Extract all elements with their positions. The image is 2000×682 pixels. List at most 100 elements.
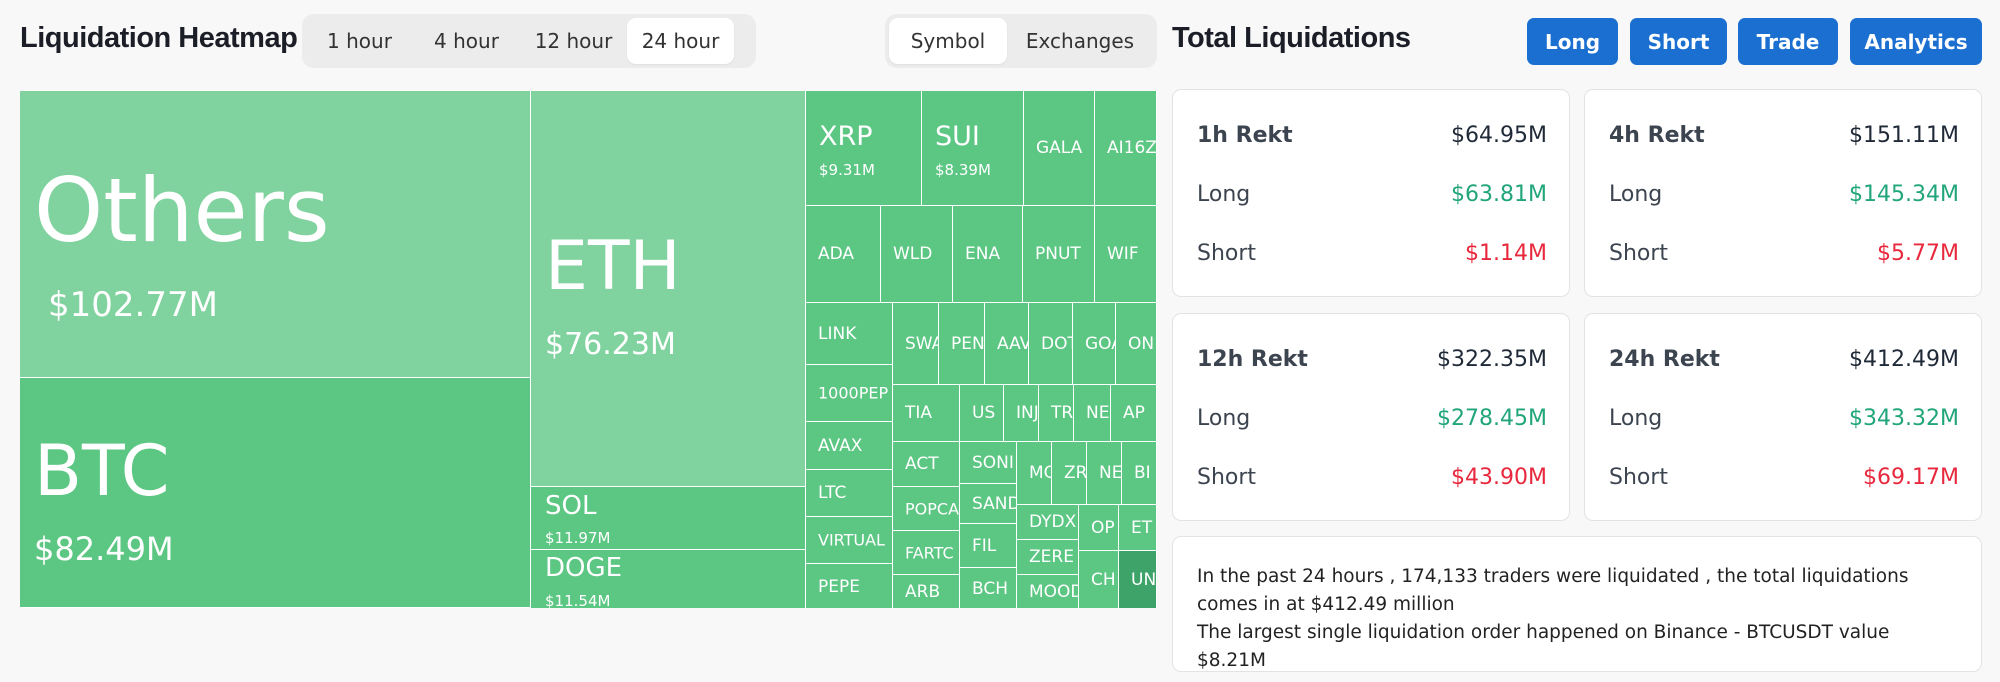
tile-symbol: ETH xyxy=(545,227,681,306)
tile-apt[interactable]: AP xyxy=(1111,385,1157,442)
summary-line-1: In the past 24 hours , 174,133 traders w… xyxy=(1197,566,1909,615)
tile-ada[interactable]: ADA xyxy=(806,206,881,303)
tab-24-hour[interactable]: 24 hour xyxy=(627,18,734,64)
tile-virtual[interactable]: VIRTUAL xyxy=(806,517,893,564)
tile-tia[interactable]: TIA xyxy=(893,385,960,442)
tile-op[interactable]: OP xyxy=(1079,505,1119,551)
card-total: $64.95M xyxy=(1451,123,1547,148)
tile-value: $11.97M xyxy=(545,529,611,547)
card-24h-rekt: 24h Rekt $412.49M Long $343.32M Short $6… xyxy=(1584,313,1982,521)
long-button[interactable]: Long xyxy=(1527,18,1618,65)
summary-line-2: The largest single liquidation order hap… xyxy=(1197,622,1890,671)
tile-symbol: SUI xyxy=(935,121,980,152)
tile-symbol: NE xyxy=(1086,403,1110,423)
tile-sand[interactable]: SAND xyxy=(960,484,1017,524)
card-label: 12h Rekt xyxy=(1197,347,1308,372)
tile-mood[interactable]: MOOD xyxy=(1017,575,1079,608)
tab-12-hour[interactable]: 12 hour xyxy=(534,29,613,53)
tile-ne[interactable]: NE xyxy=(1087,442,1122,505)
tile-symbol: GALA xyxy=(1036,138,1083,158)
tile-fartcoin[interactable]: FARTC xyxy=(893,531,960,575)
tile-zr[interactable]: ZR xyxy=(1052,442,1087,505)
tile-arb[interactable]: ARB xyxy=(893,575,960,608)
card-label: 4h Rekt xyxy=(1609,123,1705,148)
tile-symbol: PNUT xyxy=(1035,244,1081,264)
tile-near[interactable]: NE xyxy=(1074,385,1111,442)
tile-sol[interactable]: SOL $11.97M xyxy=(531,487,806,550)
tile-symbol: ON xyxy=(1128,333,1155,354)
tile-un[interactable]: UN xyxy=(1119,551,1157,608)
tile-others[interactable]: Others $102.77M xyxy=(20,91,531,378)
tile-symbol: ARB xyxy=(905,582,941,602)
tile-act[interactable]: ACT xyxy=(893,442,960,487)
tile-symbol: NE xyxy=(1099,463,1122,483)
tile-swa[interactable]: SWA xyxy=(893,303,939,385)
tile-on[interactable]: ON xyxy=(1116,303,1157,385)
tile-symbol: BCH xyxy=(972,578,1009,599)
tile-dot[interactable]: DOT xyxy=(1029,303,1073,385)
tile-btc[interactable]: BTC $82.49M xyxy=(20,378,531,608)
tile-1000pepe[interactable]: 1000PEP xyxy=(806,365,893,422)
tile-wld[interactable]: WLD xyxy=(881,206,953,303)
tile-ltc[interactable]: LTC xyxy=(806,470,893,517)
tab-4-hour[interactable]: 4 hour xyxy=(434,29,499,53)
tile-soni[interactable]: SONI xyxy=(960,442,1017,484)
view-selector: Symbol Exchanges xyxy=(885,14,1157,68)
tile-sui[interactable]: SUI $8.39M xyxy=(922,91,1024,206)
tile-pen[interactable]: PEN xyxy=(939,303,985,385)
tile-link[interactable]: LINK xyxy=(806,303,893,365)
tile-symbol: SOL xyxy=(545,491,597,521)
analytics-button[interactable]: Analytics xyxy=(1850,18,1982,65)
tile-value: $102.77M xyxy=(48,285,218,325)
tile-dydx[interactable]: DYDX xyxy=(1017,505,1079,540)
tile-symbol: BTC xyxy=(34,430,170,512)
tile-wif[interactable]: WIF xyxy=(1095,206,1157,303)
tile-xrp[interactable]: XRP $9.31M xyxy=(806,91,922,206)
tile-symbol: ADA xyxy=(818,244,855,264)
tile-symbol: AVAX xyxy=(818,435,863,456)
short-label: Short xyxy=(1609,241,1669,266)
tile-symbol: MOOD xyxy=(1029,582,1079,602)
trade-button[interactable]: Trade xyxy=(1738,18,1838,65)
tile-trx[interactable]: TR xyxy=(1039,385,1074,442)
tile-zerebro[interactable]: ZERE xyxy=(1017,540,1079,575)
tile-symbol: UN xyxy=(1131,570,1157,590)
tile-mo[interactable]: MO xyxy=(1017,442,1052,505)
tile-aav[interactable]: AAV xyxy=(985,303,1029,385)
tile-popcat[interactable]: POPCA xyxy=(893,487,960,531)
tile-symbol: Others xyxy=(34,159,330,262)
heatmap-title: Liquidation Heatmap xyxy=(20,22,298,54)
tile-ch[interactable]: CH xyxy=(1079,551,1119,608)
tile-fil[interactable]: FIL xyxy=(960,524,1017,568)
tile-doge[interactable]: DOGE $11.54M xyxy=(531,550,806,608)
tab-symbol[interactable]: Symbol xyxy=(889,18,1007,64)
tile-eth[interactable]: ETH $76.23M xyxy=(531,91,806,487)
tile-symbol: ACT xyxy=(905,454,939,474)
tile-symbol: WIF xyxy=(1107,244,1139,264)
tile-et[interactable]: ET xyxy=(1119,505,1157,551)
tile-us[interactable]: US xyxy=(960,385,1004,442)
short-label: Short xyxy=(1197,465,1257,490)
tile-bch[interactable]: BCH xyxy=(960,568,1017,608)
tile-symbol: ZR xyxy=(1064,463,1087,483)
tile-symbol: WLD xyxy=(893,244,933,264)
tab-exchanges[interactable]: Exchanges xyxy=(1025,29,1135,53)
tile-pepe[interactable]: PEPE xyxy=(806,564,893,608)
tile-inj[interactable]: INJ xyxy=(1004,385,1039,442)
tile-avax[interactable]: AVAX xyxy=(806,422,893,470)
short-button[interactable]: Short xyxy=(1630,18,1727,65)
tile-symbol: SONI xyxy=(972,452,1014,473)
tile-pnut[interactable]: PNUT xyxy=(1023,206,1095,303)
card-label: 24h Rekt xyxy=(1609,347,1720,372)
tile-symbol: US xyxy=(972,403,996,423)
tile-ena[interactable]: ENA xyxy=(953,206,1023,303)
tile-value: $11.54M xyxy=(545,592,611,608)
tile-symbol: LINK xyxy=(818,323,857,344)
tile-goa[interactable]: GOA xyxy=(1073,303,1116,385)
long-value: $63.81M xyxy=(1451,182,1547,207)
long-label: Long xyxy=(1609,182,1663,207)
tile-ai16z[interactable]: AI16Z xyxy=(1095,91,1157,206)
tile-bi[interactable]: BI xyxy=(1122,442,1157,505)
tab-1-hour[interactable]: 1 hour xyxy=(327,29,392,53)
tile-gala[interactable]: GALA xyxy=(1024,91,1095,206)
